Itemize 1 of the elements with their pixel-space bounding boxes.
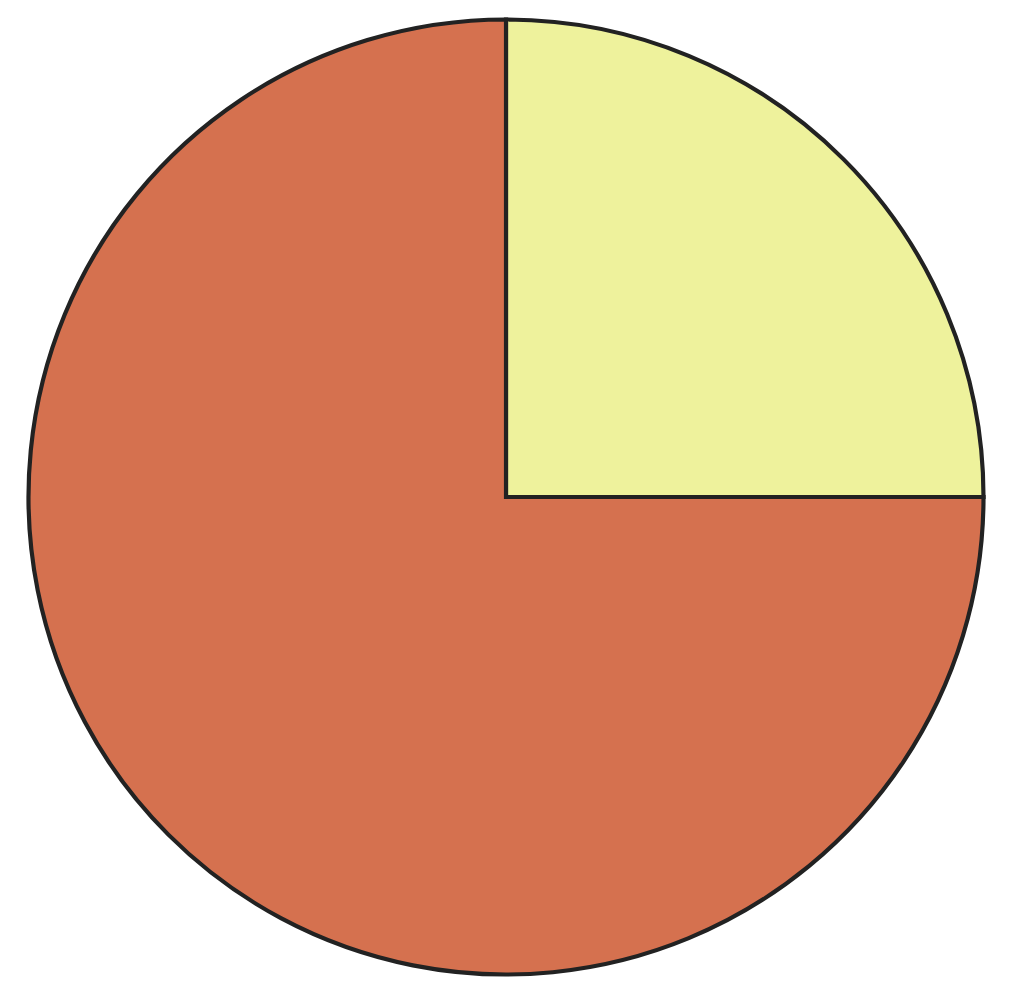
pie-slice [26,17,986,977]
